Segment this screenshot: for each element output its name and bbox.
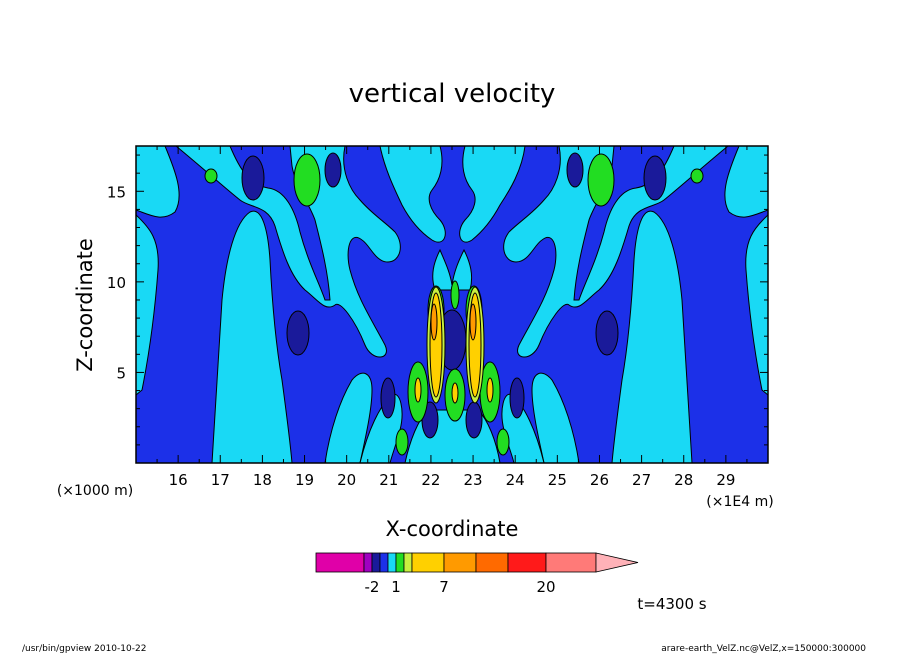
colorbar-segment	[507, 552, 547, 573]
y-ticks: 5 10 15	[107, 154, 768, 446]
contour-level-orange	[430, 303, 477, 341]
x-unit-left-label: (×1000 m)	[57, 483, 133, 499]
x-axis-label: X-coordinate	[386, 517, 519, 541]
x-tick-label: 29	[716, 471, 735, 489]
colorbar-segment	[443, 552, 477, 573]
colorbar-tick-label: -2	[365, 578, 380, 596]
colorbar-segment	[387, 552, 397, 573]
colorbar-segment	[411, 552, 445, 573]
x-tick-label: 21	[379, 471, 398, 489]
x-tick-label: 28	[674, 471, 693, 489]
colorbar-segment	[363, 552, 373, 573]
x-ticks: 16 17 18 19 20 21 22 23 24 25 26 27 28 29	[156, 146, 748, 489]
chart-title: vertical velocity	[349, 79, 556, 109]
footer-right: arare-earth_VelZ.nc@VelZ,x=150000:300000	[661, 644, 866, 654]
x-unit-right-label: (×1E4 m)	[706, 494, 773, 510]
colorbar-tick-label: 1	[391, 578, 401, 596]
x-tick-label: 24	[506, 471, 525, 489]
x-tick-label: 27	[632, 471, 651, 489]
colorbar-segment	[475, 552, 509, 573]
colorbar-tick-label: 20	[536, 578, 555, 596]
x-tick-label: 19	[295, 471, 314, 489]
x-tick-label: 25	[548, 471, 567, 489]
colorbar-segment	[371, 552, 381, 573]
y-tick-label: 5	[116, 364, 126, 382]
colorbar: -2 1 7 20	[315, 552, 639, 596]
x-tick-label: 26	[590, 471, 609, 489]
colorbar-tick-label: 7	[439, 578, 449, 596]
colorbar-segment	[403, 552, 413, 573]
x-tick-label: 22	[421, 471, 440, 489]
plot-area	[136, 146, 768, 463]
x-tick-label: 16	[169, 471, 188, 489]
y-axis-label: Z-coordinate	[73, 238, 97, 372]
footer-left: /usr/bin/gpview 2010-10-22	[22, 644, 146, 654]
x-tick-label: 17	[211, 471, 230, 489]
colorbar-arrow	[595, 552, 639, 573]
y-tick-label: 15	[107, 183, 126, 201]
colorbar-segment	[545, 552, 597, 573]
x-tick-label: 18	[253, 471, 272, 489]
colorbar-segment	[379, 552, 389, 573]
time-annotation: t=4300 s	[637, 595, 706, 613]
y-tick-label: 10	[107, 274, 126, 292]
x-tick-label: 20	[337, 471, 356, 489]
colorbar-segment	[395, 552, 405, 573]
x-tick-label: 23	[464, 471, 483, 489]
colorbar-segment	[315, 552, 365, 573]
